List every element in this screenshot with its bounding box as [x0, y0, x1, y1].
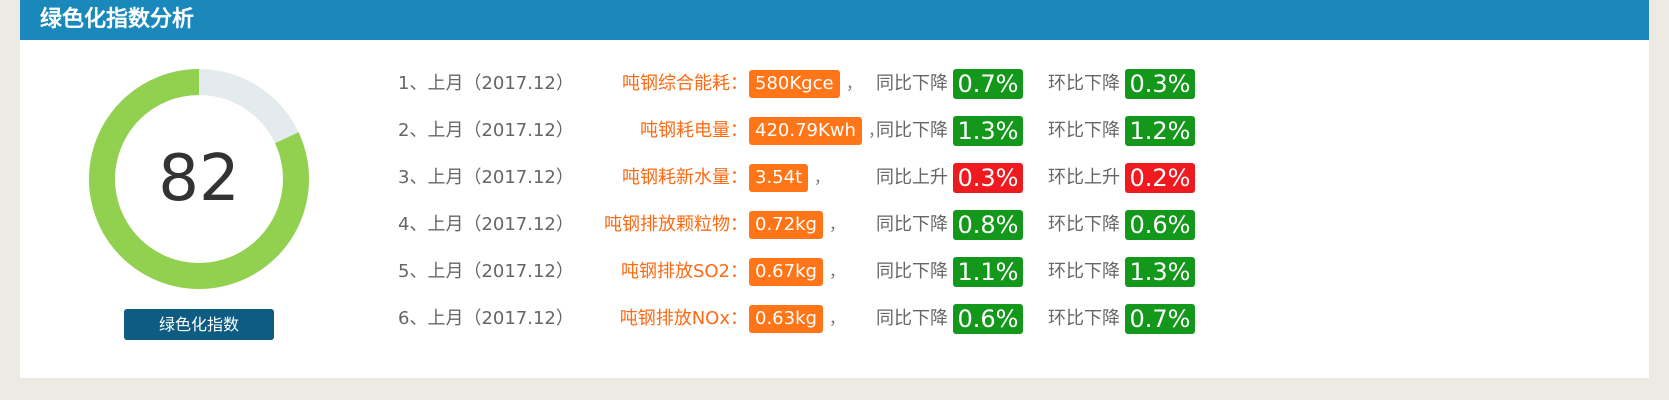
gauge-label-badge: 绿色化指数 [124, 309, 274, 340]
yoy-percent-badge: 0.3% [953, 163, 1023, 193]
mom-percent-badge: 1.2% [1125, 116, 1195, 146]
metric-name: 吨钢耗电量： [640, 120, 748, 141]
separator-comma: ， [814, 168, 831, 187]
mom-percent-badge: 0.3% [1125, 69, 1195, 99]
mom-label: 环比上升 [1048, 167, 1120, 188]
row-index-label: 3、上月（2017.12） [398, 167, 574, 188]
metric-row: 3、上月（2017.12） 吨钢耗新水量： 3.54t ， 同比上升 0.3% 环比上升 0.… [20, 160, 1649, 196]
yoy-label: 同比上升 [876, 167, 948, 188]
metric-column: 吨钢排放颗粒物： [540, 207, 748, 243]
mom-label: 环比下降 [1048, 73, 1120, 94]
mom-percent-badge: 0.7% [1125, 304, 1195, 334]
panel-title: 绿色化指数分析 [40, 7, 195, 32]
metric-name: 吨钢排放颗粒物： [604, 214, 748, 235]
metric-row: 2、上月（2017.12） 吨钢耗电量： 420.79Kwh ，同比下降 1.3% 环比下… [20, 113, 1649, 149]
metric-name: 吨钢排放SO2： [620, 261, 748, 282]
yoy-label: 同比下降 [876, 214, 948, 235]
separator-comma: ， [829, 309, 846, 328]
metric-value-badge: 0.63kg [749, 305, 823, 333]
mom-label: 环比下降 [1048, 261, 1120, 282]
metric-name: 吨钢排放NOx： [619, 308, 748, 329]
yoy-label: 同比下降 [876, 120, 948, 141]
mom-label: 环比下降 [1048, 120, 1120, 141]
gauge-ring [89, 69, 309, 289]
panel-header: 绿色化指数分析 [20, 0, 1649, 40]
gauge-fill-arc [89, 69, 309, 289]
metric-value-badge: 0.72kg [749, 211, 823, 239]
metric-value-badge: 3.54t [749, 164, 809, 192]
mom-percent-badge: 0.6% [1125, 210, 1195, 240]
yoy-percent-badge: 1.1% [953, 257, 1023, 287]
yoy-percent-badge: 1.3% [953, 116, 1023, 146]
mom-label: 环比下降 [1048, 214, 1120, 235]
mom-percent-badge: 0.2% [1125, 163, 1195, 193]
metric-row: 4、上月（2017.12） 吨钢排放颗粒物： 0.72kg ， 同比下降 0.8% 环比下降… [20, 207, 1649, 243]
separator-comma: ， [868, 121, 885, 140]
mom-percent-badge: 1.3% [1125, 257, 1195, 287]
metric-column: 吨钢耗电量： [540, 113, 748, 149]
mom-label: 环比下降 [1048, 308, 1120, 329]
metric-name: 吨钢综合能耗： [622, 73, 748, 94]
row-index-label: 5、上月（2017.12） [398, 261, 574, 282]
metric-row: 1、上月（2017.12） 吨钢综合能耗： 580Kgce ， 同比下降 0.7% 环比下降… [20, 66, 1649, 102]
yoy-percent-badge: 0.6% [953, 304, 1023, 334]
metric-column: 吨钢综合能耗： [540, 66, 748, 102]
row-index-label: 1、上月（2017.12） [398, 73, 574, 94]
metric-column: 吨钢排放NOx： [540, 301, 748, 337]
row-index-label: 4、上月（2017.12） [398, 214, 574, 235]
green-index-gauge: 82 [88, 68, 310, 290]
yoy-percent-badge: 0.7% [953, 69, 1023, 99]
metric-value-badge: 580Kgce [749, 70, 840, 98]
separator-comma: ， [829, 262, 846, 281]
metric-value-badge: 420.79Kwh [749, 117, 862, 145]
row-index-label: 2、上月（2017.12） [398, 120, 574, 141]
separator-comma: ， [829, 215, 846, 234]
yoy-label: 同比下降 [876, 261, 948, 282]
yoy-label: 同比下降 [876, 73, 948, 94]
separator-comma: ， [846, 74, 863, 93]
gauge-value: 82 [158, 142, 240, 216]
metric-column: 吨钢耗新水量： [540, 160, 748, 196]
green-index-panel: 绿色化指数分析 82 绿色化指数 1、上月（2017.12） 吨钢综合能耗： 580… [20, 0, 1649, 378]
metric-row: 5、上月（2017.12） 吨钢排放SO2： 0.67kg ， 同比下降 1.1% 环比下降… [20, 254, 1649, 290]
yoy-percent-badge: 0.8% [953, 210, 1023, 240]
row-index-label: 6、上月（2017.12） [398, 308, 574, 329]
yoy-label: 同比下降 [876, 308, 948, 329]
metric-name: 吨钢耗新水量： [622, 167, 748, 188]
metric-value-badge: 0.67kg [749, 258, 823, 286]
metric-row: 6、上月（2017.12） 吨钢排放NOx： 0.63kg ， 同比下降 0.6% 环比下降… [20, 301, 1649, 337]
metric-column: 吨钢排放SO2： [540, 254, 748, 290]
